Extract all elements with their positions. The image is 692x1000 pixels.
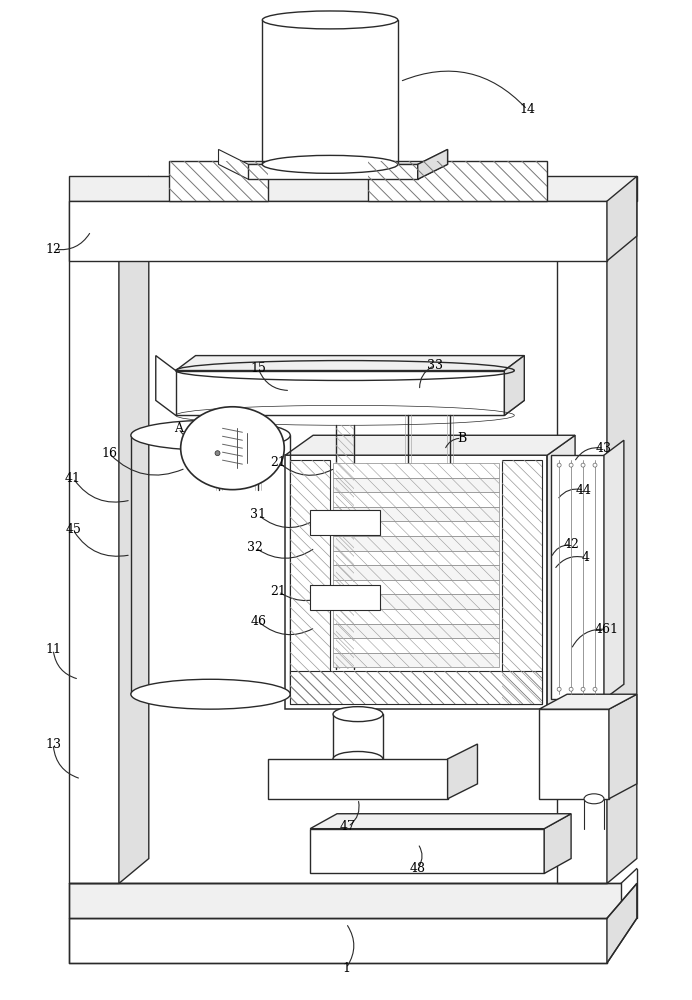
Ellipse shape bbox=[262, 155, 398, 173]
Polygon shape bbox=[333, 653, 500, 667]
Polygon shape bbox=[368, 161, 547, 201]
Polygon shape bbox=[333, 492, 500, 507]
Polygon shape bbox=[290, 460, 330, 704]
Text: 33: 33 bbox=[427, 359, 443, 372]
Text: 461: 461 bbox=[595, 623, 619, 636]
Polygon shape bbox=[333, 594, 500, 609]
Polygon shape bbox=[607, 176, 637, 883]
Text: 13: 13 bbox=[45, 738, 61, 751]
Ellipse shape bbox=[593, 463, 597, 467]
Polygon shape bbox=[604, 440, 624, 699]
Polygon shape bbox=[333, 463, 500, 478]
Ellipse shape bbox=[215, 451, 220, 456]
Text: 41: 41 bbox=[65, 472, 81, 485]
Polygon shape bbox=[69, 201, 607, 261]
Polygon shape bbox=[285, 455, 547, 709]
Polygon shape bbox=[557, 201, 607, 883]
Ellipse shape bbox=[584, 794, 604, 804]
Polygon shape bbox=[333, 551, 500, 565]
Text: 16: 16 bbox=[101, 447, 117, 460]
Polygon shape bbox=[333, 565, 500, 580]
Text: 46: 46 bbox=[251, 615, 266, 628]
Ellipse shape bbox=[181, 407, 284, 490]
Text: 48: 48 bbox=[410, 862, 426, 875]
Text: A: A bbox=[174, 422, 183, 435]
Ellipse shape bbox=[557, 687, 561, 691]
Polygon shape bbox=[333, 521, 500, 536]
Text: 47: 47 bbox=[340, 820, 356, 833]
Polygon shape bbox=[504, 356, 525, 415]
Polygon shape bbox=[502, 460, 543, 704]
Polygon shape bbox=[69, 176, 637, 201]
Polygon shape bbox=[176, 371, 504, 415]
Polygon shape bbox=[310, 814, 571, 829]
Text: 42: 42 bbox=[563, 538, 579, 551]
Polygon shape bbox=[418, 149, 448, 179]
Polygon shape bbox=[333, 478, 500, 492]
Ellipse shape bbox=[333, 751, 383, 766]
Polygon shape bbox=[539, 694, 637, 709]
Polygon shape bbox=[333, 507, 500, 521]
Ellipse shape bbox=[333, 707, 383, 722]
Text: 14: 14 bbox=[519, 103, 536, 116]
Text: 11: 11 bbox=[45, 643, 61, 656]
Ellipse shape bbox=[262, 11, 398, 29]
Polygon shape bbox=[176, 356, 525, 371]
Polygon shape bbox=[248, 164, 418, 179]
Polygon shape bbox=[310, 510, 380, 535]
Text: 32: 32 bbox=[248, 541, 263, 554]
Polygon shape bbox=[333, 638, 500, 653]
Polygon shape bbox=[607, 883, 637, 963]
Polygon shape bbox=[333, 624, 500, 638]
Polygon shape bbox=[290, 671, 543, 704]
Text: 45: 45 bbox=[65, 523, 81, 536]
Text: 4: 4 bbox=[582, 551, 590, 564]
Polygon shape bbox=[609, 694, 637, 799]
Polygon shape bbox=[119, 176, 149, 883]
Polygon shape bbox=[69, 918, 607, 963]
Ellipse shape bbox=[557, 463, 561, 467]
Ellipse shape bbox=[131, 679, 290, 709]
Polygon shape bbox=[547, 435, 575, 709]
Polygon shape bbox=[285, 435, 575, 455]
Text: B: B bbox=[457, 432, 466, 445]
Polygon shape bbox=[544, 814, 571, 873]
Polygon shape bbox=[310, 585, 380, 610]
Ellipse shape bbox=[581, 463, 585, 467]
Text: 21: 21 bbox=[271, 456, 286, 469]
Text: 12: 12 bbox=[45, 243, 61, 256]
Text: 43: 43 bbox=[596, 442, 612, 455]
Polygon shape bbox=[219, 149, 448, 179]
Text: 31: 31 bbox=[251, 508, 266, 521]
Polygon shape bbox=[169, 161, 268, 201]
Polygon shape bbox=[333, 536, 500, 551]
Ellipse shape bbox=[593, 687, 597, 691]
Text: 44: 44 bbox=[576, 484, 592, 497]
Ellipse shape bbox=[569, 463, 573, 467]
Polygon shape bbox=[607, 176, 637, 261]
Polygon shape bbox=[333, 580, 500, 594]
Polygon shape bbox=[333, 609, 500, 624]
Text: 15: 15 bbox=[251, 362, 266, 375]
Polygon shape bbox=[551, 455, 604, 699]
Ellipse shape bbox=[569, 687, 573, 691]
Polygon shape bbox=[156, 356, 525, 415]
Ellipse shape bbox=[131, 420, 290, 450]
Text: 21: 21 bbox=[271, 585, 286, 598]
Polygon shape bbox=[268, 759, 448, 799]
Text: 1: 1 bbox=[342, 962, 350, 975]
Ellipse shape bbox=[581, 687, 585, 691]
Polygon shape bbox=[448, 744, 477, 799]
Polygon shape bbox=[310, 829, 544, 873]
Polygon shape bbox=[69, 883, 621, 918]
Polygon shape bbox=[69, 201, 119, 883]
Polygon shape bbox=[539, 709, 609, 799]
